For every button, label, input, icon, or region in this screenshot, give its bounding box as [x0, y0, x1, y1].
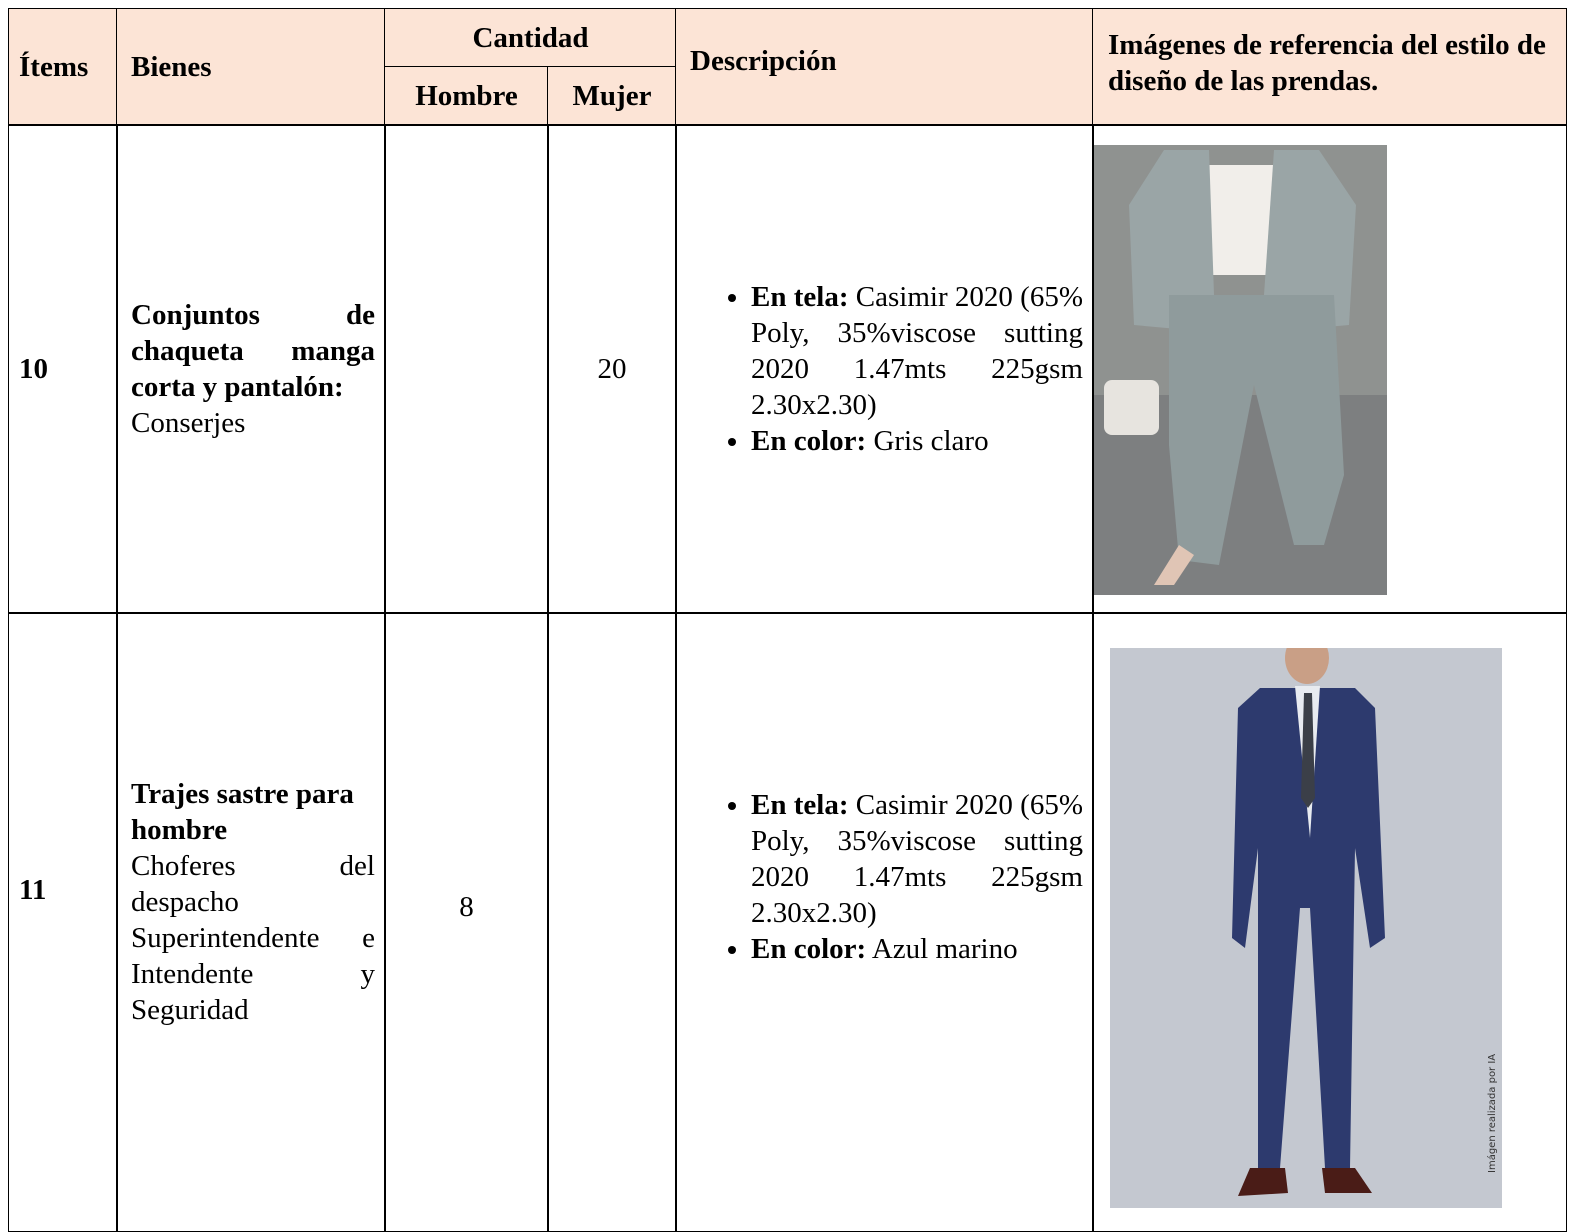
description-text: Casimir 2020 (65% Poly, 35%viscose sutti…: [751, 789, 1083, 929]
image-cell: [1092, 124, 1567, 614]
men-cell: 8: [384, 612, 549, 1232]
description-text: Casimir 2020 (65% Poly, 35%viscose sutti…: [751, 281, 1083, 421]
description-text: Azul marino: [871, 933, 1018, 965]
header-quantity: Cantidad: [472, 22, 589, 54]
goods-cell: Trajes sastre para hombre Choferes del d…: [116, 612, 386, 1232]
header-images: Imágenes de referencia del estilo de dis…: [1108, 29, 1546, 97]
description-item: En tela: Casimir 2020 (65% Poly, 35%visc…: [751, 787, 1083, 931]
header-cell: Mujer: [547, 66, 677, 126]
item: 11: [19, 873, 47, 906]
reference-image: Imágen realizada por IA: [1110, 648, 1502, 1208]
description-item: En color: Gris claro: [751, 423, 1083, 459]
header-cell: Imágenes de referencia del estilo de dis…: [1092, 8, 1567, 126]
image-cell: Imágen realizada por IA: [1092, 612, 1567, 1232]
description-label: En color:: [751, 933, 867, 965]
women-cell: 20: [547, 124, 677, 614]
image-caption: Imágen realizada por IA: [1486, 1054, 1498, 1173]
reference-image: [1094, 145, 1387, 595]
header-description: Descripción: [690, 45, 837, 77]
header-cell: Ítems: [8, 8, 118, 126]
men-cell: [384, 124, 549, 614]
goods-title: Trajes sastre para hombre: [131, 778, 354, 846]
description-cell: En tela: Casimir 2020 (65% Poly, 35%visc…: [675, 124, 1094, 614]
goods-detail: Conserjes: [131, 407, 246, 439]
goods-detail: Choferes del despacho Superintendente e …: [131, 850, 375, 1026]
page: {"header": {"items": "Ítems", "goods": "…: [0, 0, 1578, 1204]
goods-title: Conjuntos de chaqueta manga corta y pant…: [131, 299, 375, 403]
header-cell: Bienes: [116, 8, 386, 126]
header-cell: Hombre: [384, 66, 549, 126]
header-cell: Descripción: [675, 8, 1094, 126]
women-cell: [547, 612, 677, 1232]
item: 10: [19, 353, 48, 385]
header-women: Mujer: [572, 80, 652, 112]
description-list: En tela: Casimir 2020 (65% Poly, 35%visc…: [716, 279, 1083, 459]
description-text: Gris claro: [873, 425, 989, 457]
header-cell: Cantidad: [384, 8, 677, 68]
item-cell: 10: [8, 124, 118, 614]
header-men: Hombre: [415, 80, 518, 112]
item-cell: 11: [8, 612, 118, 1232]
description-label: En tela:: [751, 789, 849, 821]
description-list: En tela: Casimir 2020 (65% Poly, 35%visc…: [716, 787, 1083, 967]
goods-cell: Conjuntos de chaqueta manga corta y pant…: [116, 124, 386, 614]
header-goods: Bienes: [131, 51, 212, 83]
description-item: En color: Azul marino: [751, 931, 1083, 967]
men-qty: 8: [459, 891, 474, 923]
description-label: En color:: [751, 425, 867, 457]
description-label: En tela:: [751, 281, 849, 313]
description-cell: En tela: Casimir 2020 (65% Poly, 35%visc…: [675, 612, 1094, 1232]
header-items: Ítems: [19, 51, 89, 83]
description-item: En tela: Casimir 2020 (65% Poly, 35%visc…: [751, 279, 1083, 423]
women-qty: 20: [597, 353, 627, 385]
